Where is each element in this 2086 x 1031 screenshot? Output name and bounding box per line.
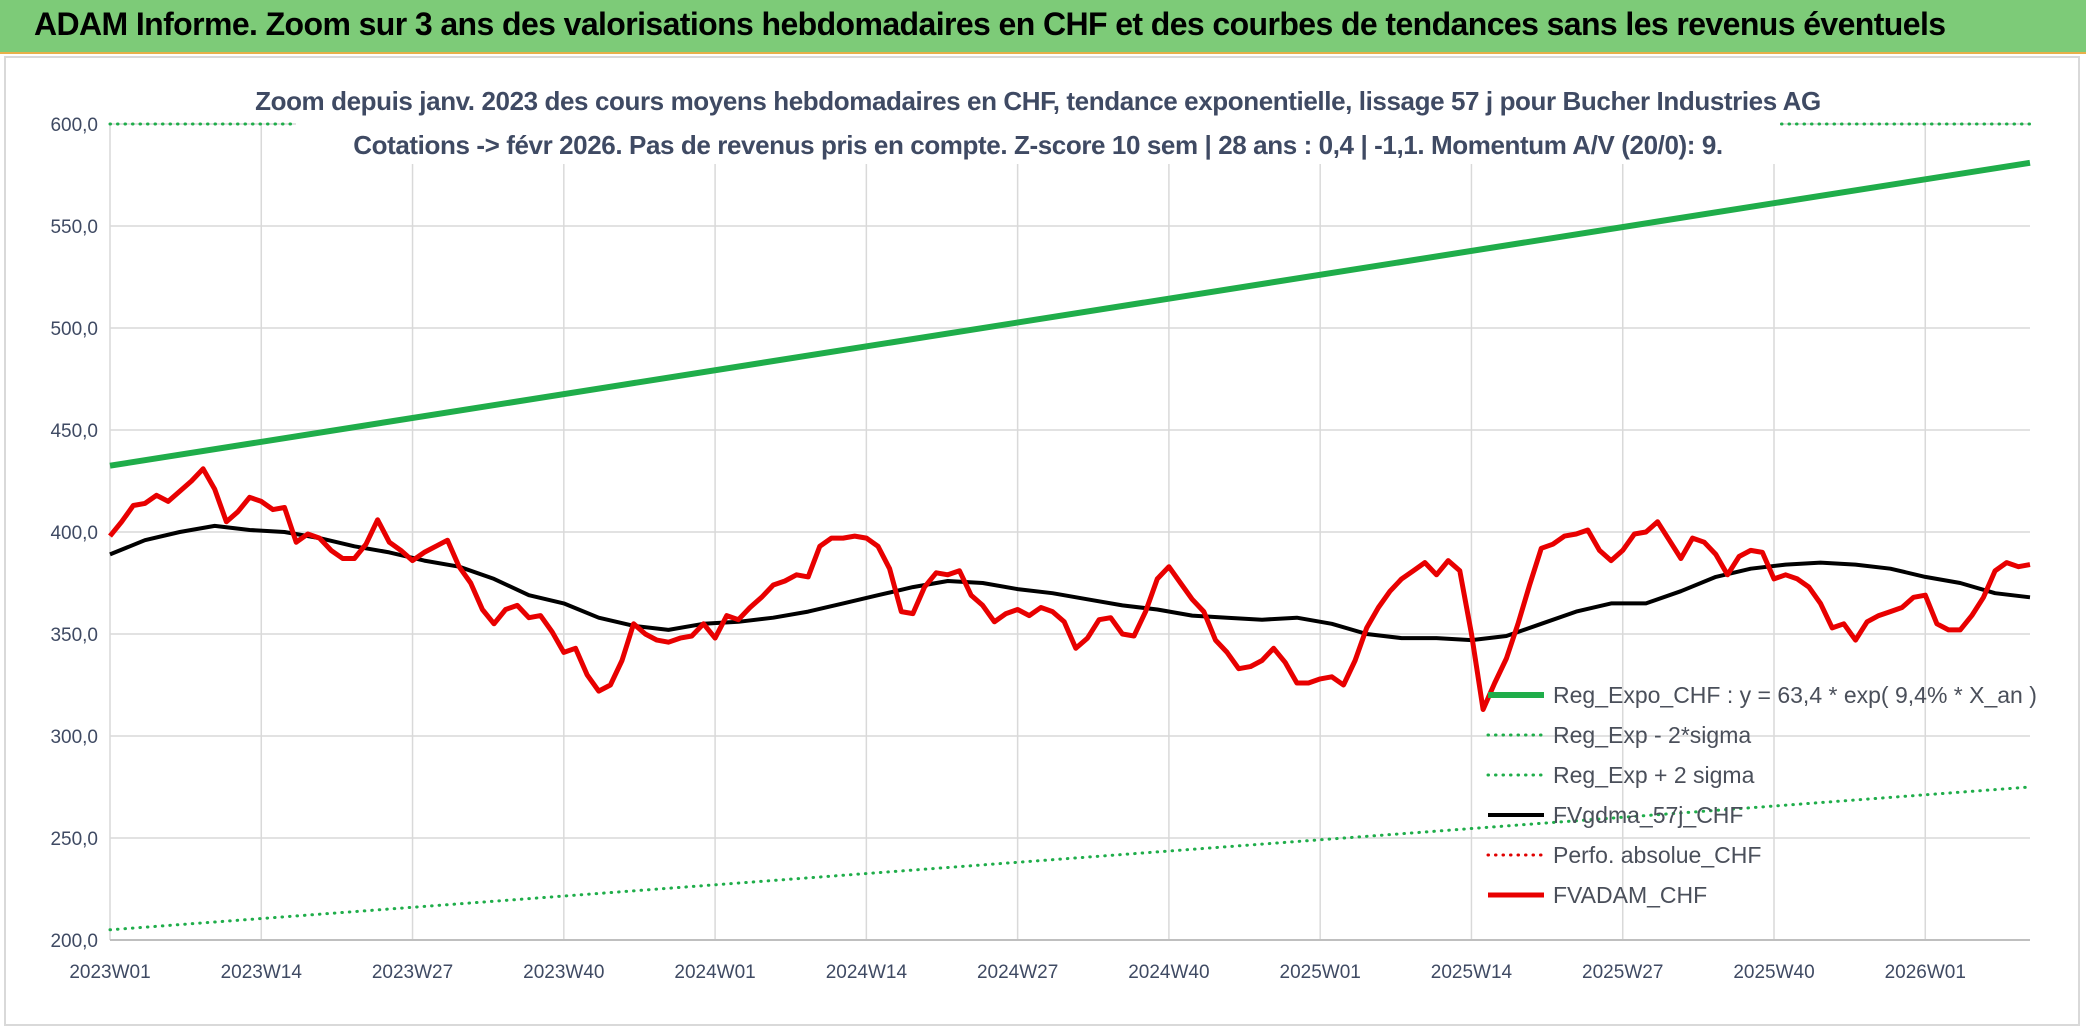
chart-title-line1: Zoom depuis janv. 2023 des cours moyens … <box>255 86 1821 116</box>
y-tick-label: 550,0 <box>50 217 98 238</box>
legend-label-fvadam: FVADAM_CHF <box>1553 882 1707 908</box>
y-tick-label: 250,0 <box>50 829 98 850</box>
x-tick-label: 2023W14 <box>221 962 303 983</box>
x-tick-label: 2026W01 <box>1885 962 1966 983</box>
legend-label-reg-minus: Reg_Exp - 2*sigma <box>1553 722 1751 748</box>
x-tick-label: 2025W40 <box>1733 962 1814 983</box>
report-title: ADAM Informe. Zoom sur 3 ans des valoris… <box>34 6 1946 42</box>
x-tick-label: 2024W40 <box>1128 962 1209 983</box>
x-tick-label: 2023W01 <box>69 962 150 983</box>
reg-minus-line <box>108 785 2032 932</box>
chart-title-line2: Cotations -> févr 2026. Pas de revenus p… <box>353 130 1723 160</box>
fvadam-line <box>108 466 2031 712</box>
legend-label-perfo: Perfo. absolue_CHF <box>1553 842 1761 868</box>
legend: Reg_Expo_CHF : y = 63,4 * exp( 9,4% * X_… <box>1486 682 2037 908</box>
chart-title-group: Zoom depuis janv. 2023 des cours moyens … <box>255 78 1821 164</box>
fvgdma-line <box>109 523 2031 643</box>
series-layer <box>108 122 2032 932</box>
y-tick-label: 200,0 <box>50 931 98 952</box>
y-tick-label: 600,0 <box>50 115 98 136</box>
chart-title-background <box>296 78 1780 164</box>
x-tick-label: 2023W27 <box>372 962 453 983</box>
y-tick-label: 350,0 <box>50 625 98 646</box>
legend-label-reg-plus: Reg_Exp + 2 sigma <box>1553 762 1755 788</box>
legend-label-reg-expo: Reg_Expo_CHF : y = 63,4 * exp( 9,4% * X_… <box>1553 682 2037 708</box>
legend-label-fvgdma: FVgdma_57j_CHF <box>1553 802 1743 828</box>
x-tick-label: 2024W27 <box>977 962 1058 983</box>
x-tick-label: 2023W40 <box>523 962 604 983</box>
x-tick-label: 2024W01 <box>674 962 755 983</box>
y-tick-label: 450,0 <box>50 421 98 442</box>
x-tick-label: 2025W14 <box>1431 962 1513 983</box>
y-tick-label: 500,0 <box>50 319 98 340</box>
reg-expo-line <box>109 159 2031 469</box>
report-banner: ADAM Informe. Zoom sur 3 ans des valoris… <box>0 0 2086 54</box>
x-tick-label: 2024W14 <box>826 962 908 983</box>
y-tick-label: 400,0 <box>50 523 98 544</box>
y-tick-label: 300,0 <box>50 727 98 748</box>
chart-frame <box>4 56 2080 1026</box>
x-tick-label: 2025W27 <box>1582 962 1663 983</box>
x-tick-label: 2025W01 <box>1280 962 1361 983</box>
axis-layer: 200,0 250,0 300,0 350,0 400,0 450,0 500,0 550,0… <box>50 115 2030 983</box>
